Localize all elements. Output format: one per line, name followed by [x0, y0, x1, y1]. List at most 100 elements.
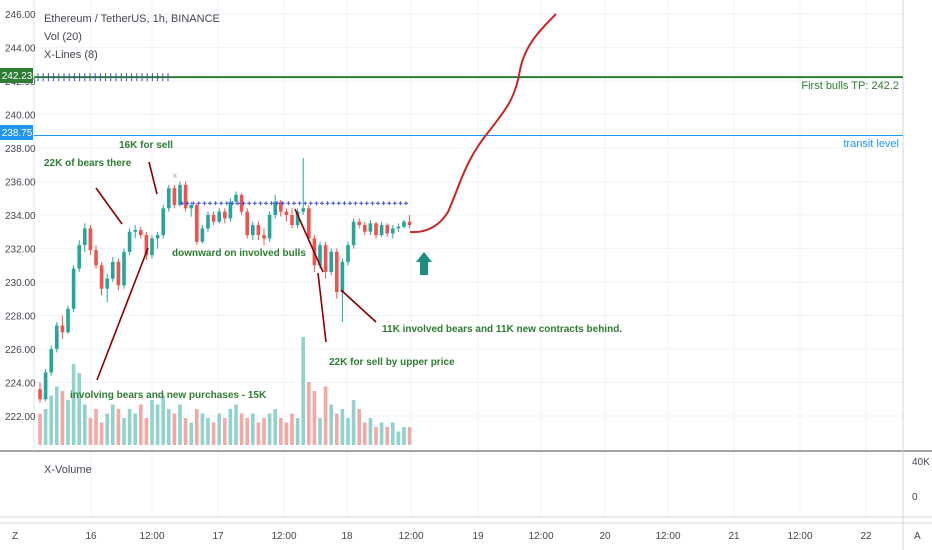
candle-body [150, 238, 154, 256]
price-tick-label: 230.00 [5, 278, 36, 289]
volume-bar [273, 409, 277, 445]
indicator-vol[interactable]: Vol (20) [44, 31, 82, 43]
volume-bar [55, 386, 59, 445]
candle-body [172, 188, 177, 205]
candle-body [396, 226, 401, 229]
volume-bar [307, 382, 311, 445]
candle-body [66, 308, 70, 333]
candle-body [329, 251, 333, 272]
corner-a[interactable]: A [914, 531, 921, 542]
candle-body [206, 215, 210, 229]
annotation-22k-bears: 22K of bears there [44, 158, 132, 169]
candle-body [262, 235, 266, 239]
symbol-title[interactable]: Ethereum / TetherUS, 1h, BINANCE [44, 13, 220, 25]
volume-bar [368, 418, 373, 445]
time-axis[interactable]: 16 12:00 17 12:00 18 12:00 19 12:00 20 12:00 21 12:… [85, 531, 872, 542]
volume-axis-0: 0 [912, 492, 918, 503]
volume-bar [346, 418, 350, 445]
candle-body [88, 228, 93, 251]
volume-bar [301, 337, 305, 445]
candle-body [379, 225, 384, 236]
candle-body [99, 265, 104, 289]
volume-bar [122, 418, 126, 445]
time-tick-label: 12:00 [139, 531, 164, 542]
indicator-xlines[interactable]: X-Lines (8) [44, 49, 98, 61]
price-tick-label: 236.00 [5, 178, 36, 189]
volume-bar [94, 409, 98, 445]
price-tick-label: 222.00 [5, 412, 36, 423]
candle-body [127, 231, 132, 252]
time-tick-label: 21 [728, 531, 740, 542]
price-tick-label: 240.00 [5, 111, 36, 122]
volume-bar [43, 409, 48, 445]
volume-bar [228, 409, 233, 445]
candle-body [363, 225, 367, 232]
time-tick-label: 20 [599, 531, 611, 542]
annotation-15k: involving bears and new purchases - 15K [70, 390, 267, 401]
candle-body [167, 188, 171, 209]
volume-bar [385, 427, 389, 445]
chart-header: Ethereum / TetherUS, 1h, BINANCE Vol (20… [44, 13, 220, 61]
volume-bar [318, 418, 322, 445]
candle-body [183, 184, 188, 209]
annotations: 16K for sell 22K of bears there downward… [44, 140, 622, 401]
volume-bar [133, 413, 137, 445]
candle-body [234, 194, 238, 202]
candle-body [94, 250, 98, 266]
candle-body [385, 225, 389, 234]
candle-body [391, 228, 395, 234]
volume-bar [189, 422, 193, 445]
time-tick-label: 17 [212, 531, 224, 542]
volume-bar [290, 413, 294, 445]
annotation-11k-bears: 11K involved bears and 11K new contracts… [382, 324, 622, 335]
volume-bar [391, 422, 395, 445]
time-tick-label: 12:00 [528, 531, 553, 542]
candle-body [105, 278, 109, 289]
candle-body [346, 245, 350, 262]
volume-bar [217, 413, 221, 445]
volume-bar [206, 418, 210, 445]
candle-body [49, 349, 53, 373]
candle-body [178, 184, 182, 205]
time-tick-label: 12:00 [271, 531, 296, 542]
volume-bar [155, 404, 160, 445]
price-tick-label: 246.00 [5, 10, 36, 21]
annotation-downward: downward on involved bulls [172, 248, 306, 259]
candle-body [223, 211, 227, 219]
volume-bar [262, 418, 266, 445]
volume-bar [83, 404, 87, 445]
price-tick-label: 226.00 [5, 345, 36, 356]
volume-bar [116, 409, 121, 445]
badge-green: 242.23 [2, 71, 33, 82]
volume-bar [105, 413, 109, 445]
candle-body [256, 225, 261, 236]
volume-bar [66, 400, 70, 445]
candle-body [200, 228, 205, 242]
volume-bar [379, 422, 384, 445]
price-tick-label: 244.00 [5, 44, 36, 55]
candle-body [139, 230, 143, 236]
candle-body [189, 204, 193, 209]
candle-body [217, 211, 221, 222]
volume-bar [88, 418, 93, 445]
volume-bar [239, 413, 244, 445]
candle-body [335, 251, 339, 293]
time-tick-label: 12:00 [787, 531, 812, 542]
volume-bar [340, 409, 345, 445]
volume-bar [245, 418, 249, 445]
volume-pane-title: X-Volume [44, 464, 92, 476]
time-tick-label: 18 [341, 531, 353, 542]
corner-z[interactable]: Z [12, 531, 18, 542]
annotation-16k-sell: 16K for sell [119, 140, 173, 151]
volume-bar [183, 418, 188, 445]
candle-body [279, 201, 283, 212]
volume-bar [312, 391, 317, 445]
volume-bar [60, 391, 65, 445]
volume-bar [295, 418, 300, 445]
volume-bar [77, 373, 81, 445]
level-text-blue: transit level [843, 138, 899, 150]
volume-bar [200, 413, 205, 445]
candle-body [60, 325, 65, 333]
volume-bar [357, 409, 361, 445]
